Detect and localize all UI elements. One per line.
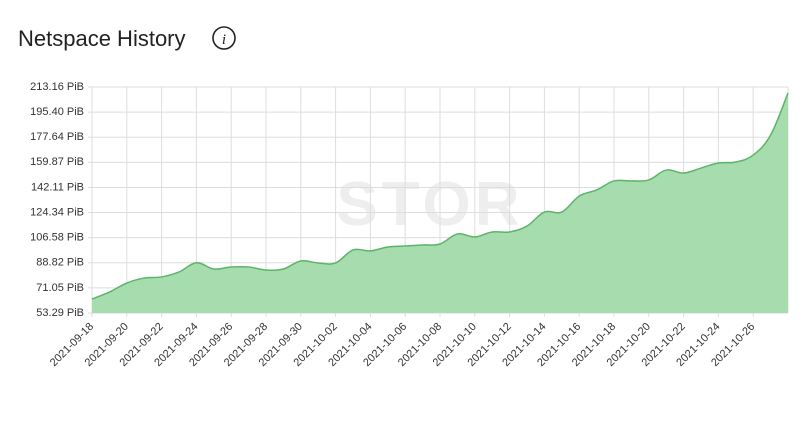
y-tick-label: 124.34 PiB — [30, 206, 84, 218]
area — [92, 93, 788, 313]
y-tick-label: 177.64 PiB — [30, 131, 84, 143]
y-tick-label: 195.40 PiB — [30, 106, 84, 118]
y-tick-label: 88.82 PiB — [36, 257, 84, 269]
y-tick-label: 106.58 PiB — [30, 232, 84, 244]
watermark: STOR — [336, 170, 523, 239]
chart-title: Netspace History — [18, 26, 186, 51]
y-tick-label: 71.05 PiB — [36, 282, 84, 294]
y-tick-label: 142.11 PiB — [31, 181, 84, 193]
y-tick-label: 53.29 PiB — [36, 307, 84, 319]
y-tick-label: 213.16 PiB — [30, 81, 84, 93]
info-icon[interactable]: i — [212, 26, 236, 50]
line — [91, 92, 789, 300]
y-tick-label: 159.87 PiB — [30, 156, 84, 168]
svg-text:i: i — [222, 32, 226, 48]
